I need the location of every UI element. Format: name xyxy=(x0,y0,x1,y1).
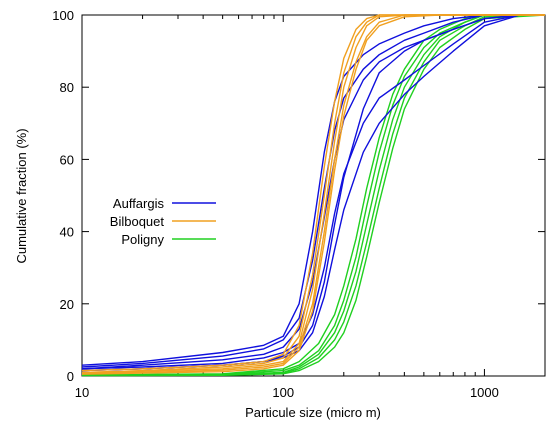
series-line xyxy=(81,14,545,374)
series-line xyxy=(81,14,545,372)
x-tick-label: 1000 xyxy=(470,385,499,400)
series-line xyxy=(81,14,545,376)
legend-label: Bilboquet xyxy=(110,214,165,229)
series-line xyxy=(81,14,545,376)
series-line xyxy=(81,14,546,376)
series-auffargis xyxy=(81,14,545,372)
plot-curves xyxy=(81,14,546,377)
y-tick-label: 20 xyxy=(60,297,74,312)
y-axis-ticks: 0 20 40 60 80 100 xyxy=(52,8,545,384)
y-tick-label: 80 xyxy=(60,80,74,95)
legend-label: Poligny xyxy=(121,232,164,247)
series-line xyxy=(81,14,545,368)
series-line xyxy=(81,14,545,375)
x-tick-label: 10 xyxy=(75,385,89,400)
legend: Auffargis Bilboquet Poligny xyxy=(110,196,216,247)
series-line xyxy=(81,14,545,366)
series-line xyxy=(81,14,545,372)
y-tick-label: 60 xyxy=(60,152,74,167)
series-line xyxy=(81,14,545,374)
series-line xyxy=(81,14,545,372)
series-line xyxy=(81,14,545,370)
series-line xyxy=(81,14,546,377)
series-line xyxy=(81,14,545,374)
y-tick-label: 40 xyxy=(60,225,74,240)
y-axis-label: Cumulative fraction (%) xyxy=(14,128,29,263)
series-line xyxy=(81,14,545,370)
legend-label: Auffargis xyxy=(113,196,165,211)
x-tick-label: 100 xyxy=(272,385,294,400)
series-bilboquet xyxy=(81,14,545,375)
y-tick-label: 0 xyxy=(67,369,74,384)
plot-frame xyxy=(81,14,546,377)
y-tick-label: 100 xyxy=(52,8,74,23)
x-axis-label: Particule size (micro m) xyxy=(245,405,381,420)
